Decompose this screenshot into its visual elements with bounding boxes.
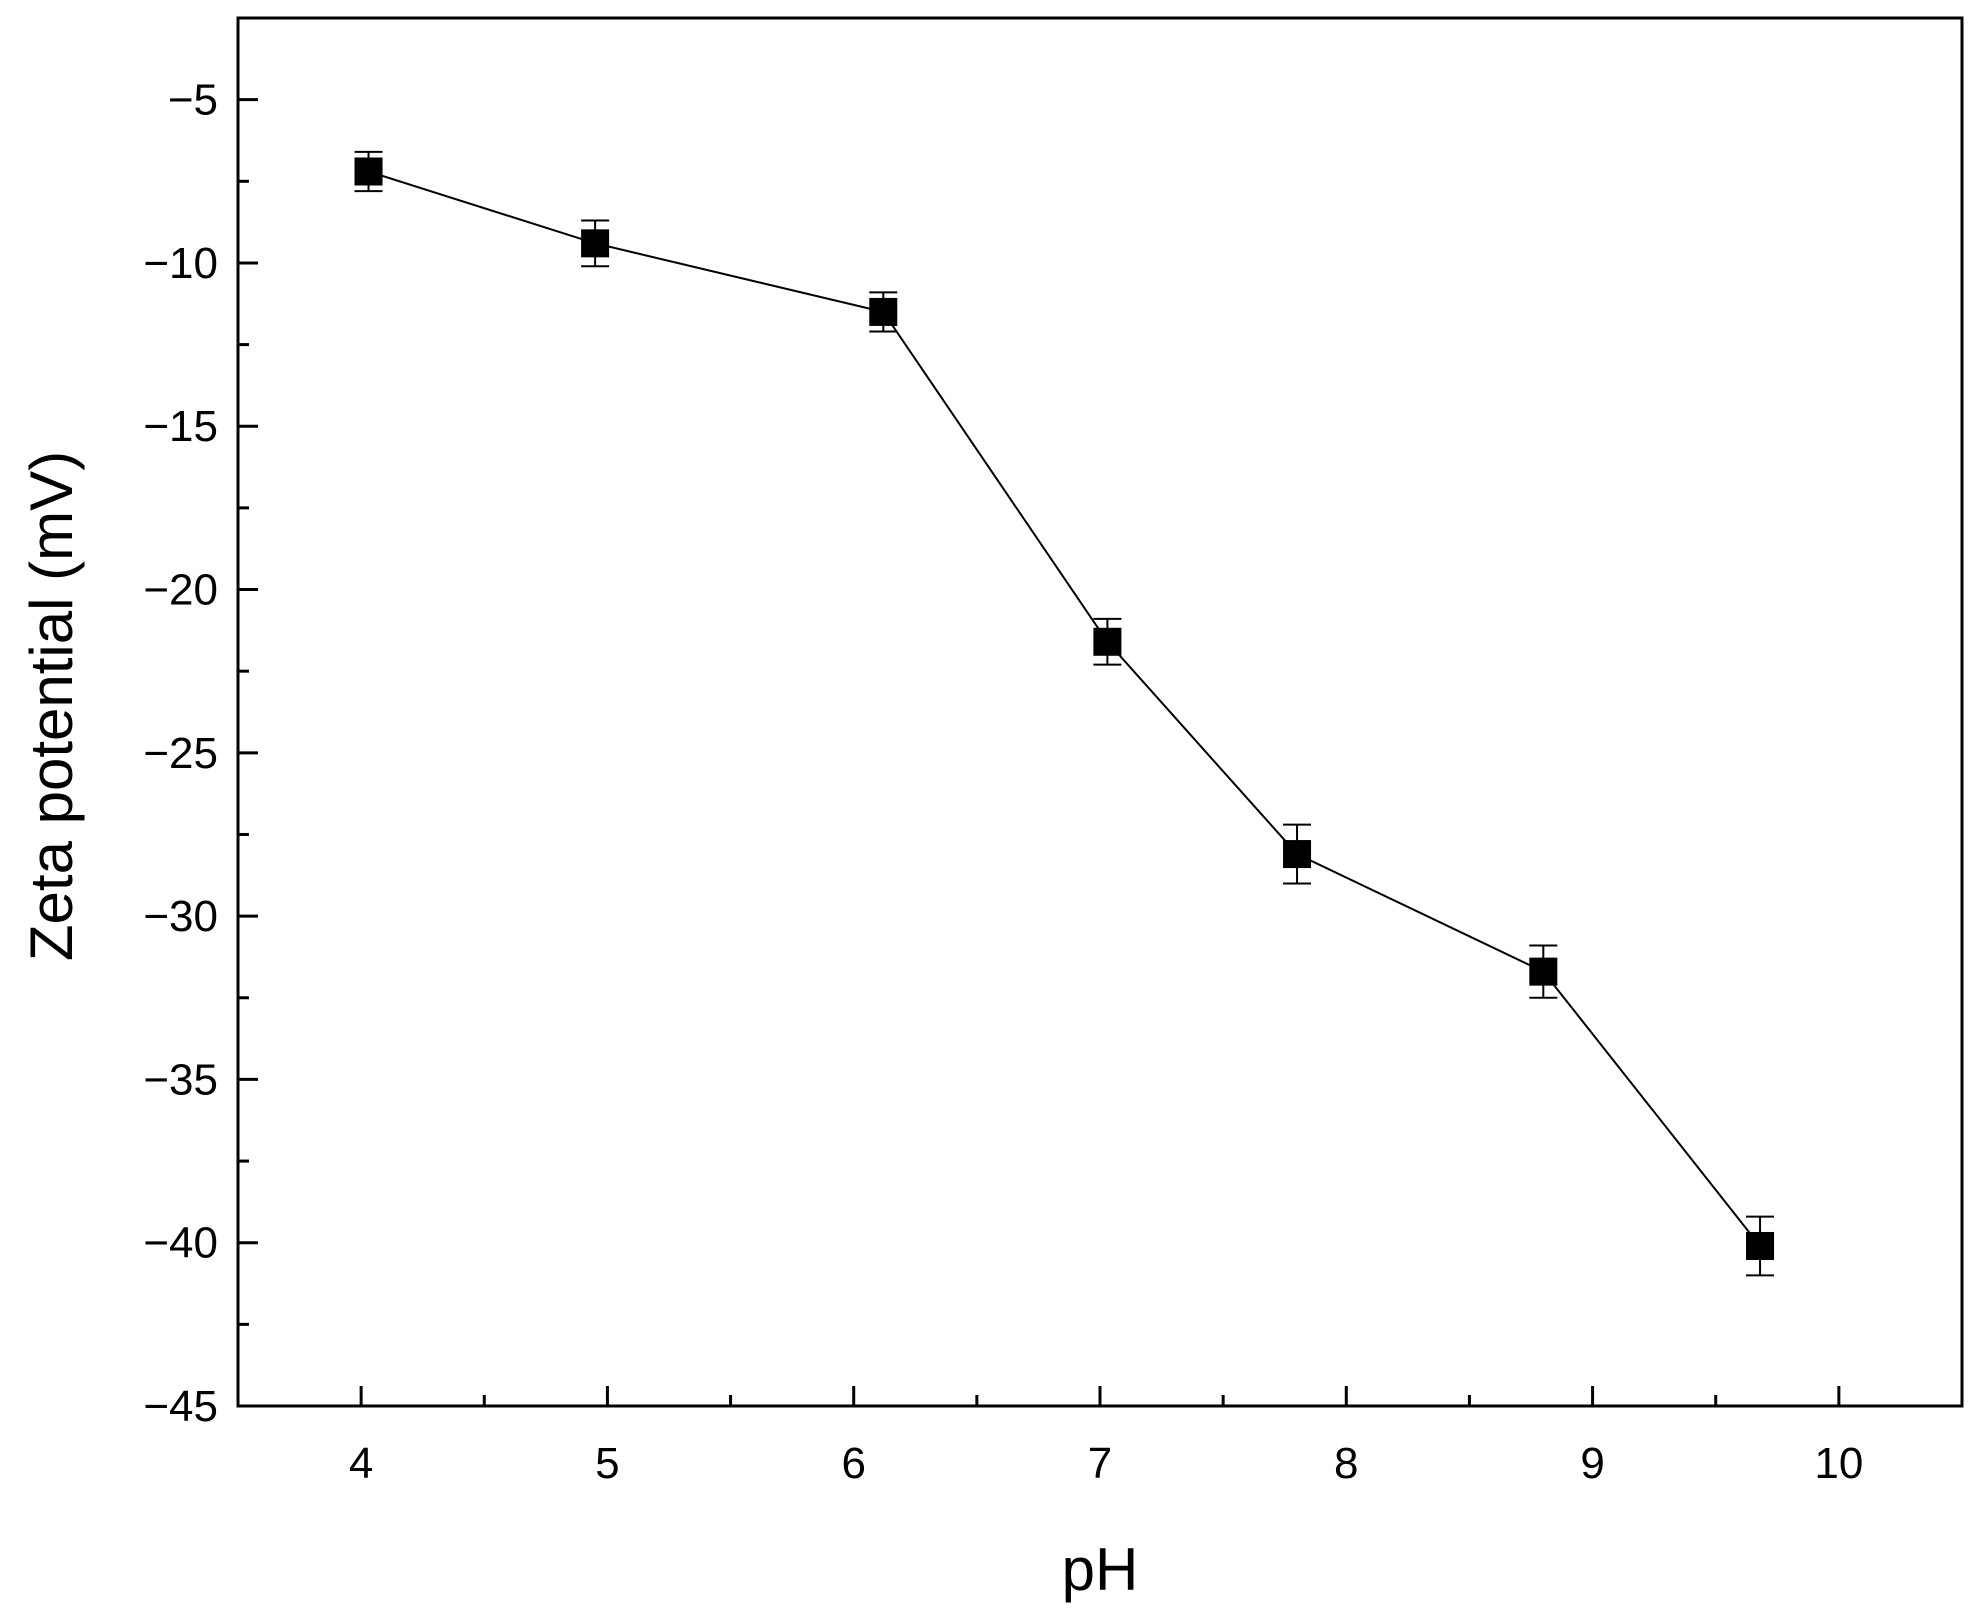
y-tick-label: −35 [143,1055,218,1104]
data-point [869,297,898,326]
x-tick-label: 10 [1814,1439,1863,1488]
y-tick-label: −10 [143,239,218,288]
data-markers [354,157,1775,1260]
x-tick-label: 9 [1580,1439,1604,1488]
y-tick-label: −45 [143,1382,218,1431]
x-axis-title: pH [1062,1536,1139,1603]
y-tick-label: −40 [143,1219,218,1268]
y-tick-label: −30 [143,892,218,941]
y-axis-title: Zeta potential (mV) [18,451,85,961]
x-axis-ticks: 4 5 6 7 8 9 10 [349,1386,1863,1488]
y-axis-ticks: −5 −10 −15 −20 −25 −30 −35 −40 −45 [143,16,258,1431]
y-tick-label: −20 [143,566,218,615]
data-point [1529,957,1558,986]
x-tick-label: 7 [1088,1439,1112,1488]
data-point [1746,1231,1775,1260]
data-point [581,229,610,258]
y-tick-label: −5 [168,76,218,125]
x-tick-label: 4 [349,1439,373,1488]
data-point [1093,627,1122,656]
x-tick-label: 6 [841,1439,865,1488]
x-tick-label: 5 [595,1439,619,1488]
y-tick-label: −25 [143,729,218,778]
y-tick-label: −15 [143,402,218,451]
data-point [1283,840,1312,869]
x-tick-label: 8 [1334,1439,1358,1488]
data-point [354,157,383,186]
